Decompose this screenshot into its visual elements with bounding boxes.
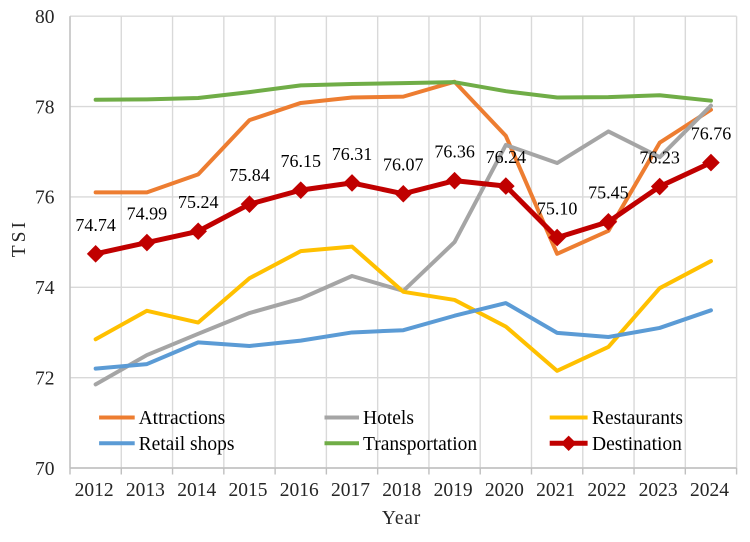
svg-text:2015: 2015 bbox=[228, 480, 267, 501]
svg-text:2012: 2012 bbox=[75, 480, 114, 501]
svg-text:Retail shops: Retail shops bbox=[139, 434, 235, 455]
svg-text:76.31: 76.31 bbox=[332, 144, 373, 164]
svg-text:76.07: 76.07 bbox=[383, 155, 424, 175]
svg-text:2022: 2022 bbox=[587, 480, 626, 501]
svg-text:76.15: 76.15 bbox=[281, 151, 322, 171]
svg-text:74.74: 74.74 bbox=[75, 215, 116, 235]
svg-text:72: 72 bbox=[35, 368, 55, 389]
svg-text:Hotels: Hotels bbox=[363, 408, 414, 429]
svg-text:Transportation: Transportation bbox=[363, 434, 477, 455]
svg-text:Attractions: Attractions bbox=[139, 408, 226, 429]
svg-text:80: 80 bbox=[35, 7, 55, 28]
svg-text:75.45: 75.45 bbox=[588, 183, 629, 203]
svg-text:2020: 2020 bbox=[485, 480, 524, 501]
svg-text:78: 78 bbox=[35, 97, 55, 118]
svg-text:76.76: 76.76 bbox=[691, 123, 732, 143]
svg-text:2018: 2018 bbox=[382, 480, 421, 501]
svg-text:2021: 2021 bbox=[536, 480, 575, 501]
svg-text:70: 70 bbox=[35, 459, 55, 480]
svg-text:Year: Year bbox=[382, 508, 421, 529]
svg-text:74: 74 bbox=[35, 278, 55, 299]
svg-text:Restaurants: Restaurants bbox=[592, 408, 683, 429]
svg-text:2023: 2023 bbox=[639, 480, 678, 501]
svg-text:75.24: 75.24 bbox=[178, 192, 219, 212]
svg-text:2024: 2024 bbox=[690, 480, 729, 501]
svg-text:76.36: 76.36 bbox=[434, 142, 475, 162]
svg-text:2019: 2019 bbox=[434, 480, 473, 501]
svg-text:2013: 2013 bbox=[126, 480, 165, 501]
svg-text:75.84: 75.84 bbox=[229, 165, 270, 185]
svg-text:75.10: 75.10 bbox=[537, 198, 578, 218]
svg-text:Destination: Destination bbox=[592, 434, 682, 455]
svg-text:TSI: TSI bbox=[9, 219, 30, 257]
svg-text:2017: 2017 bbox=[331, 480, 370, 501]
svg-text:76.23: 76.23 bbox=[639, 147, 680, 167]
svg-text:76.24: 76.24 bbox=[486, 147, 527, 167]
svg-text:74.99: 74.99 bbox=[127, 203, 168, 223]
svg-text:76: 76 bbox=[35, 188, 55, 209]
svg-text:2016: 2016 bbox=[280, 480, 319, 501]
svg-text:2014: 2014 bbox=[177, 480, 216, 501]
